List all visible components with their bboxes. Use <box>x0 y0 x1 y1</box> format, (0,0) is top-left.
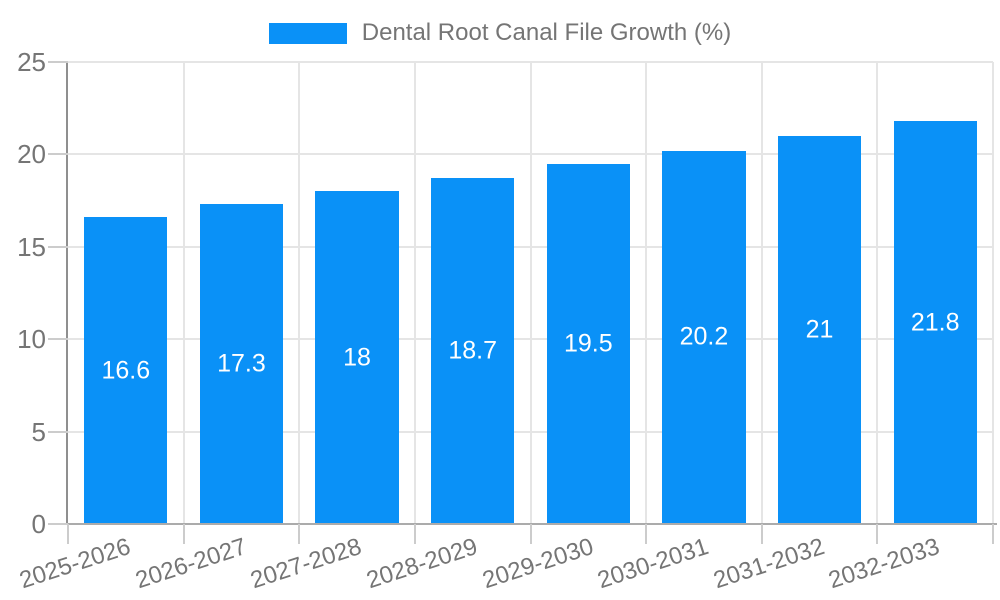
bar-value-label: 17.3 <box>217 349 266 378</box>
bar-value-label: 21.8 <box>910 308 960 337</box>
x-axis-category-label: 2030-2031 <box>594 533 712 595</box>
bar[interactable]: 16.6 <box>84 217 168 524</box>
x-axis-tick <box>876 524 879 544</box>
bar[interactable]: 18 <box>315 191 399 524</box>
x-axis-tick <box>298 524 301 544</box>
x-axis-tick <box>529 524 532 544</box>
y-axis-tick-label: 10 <box>17 324 46 355</box>
x-axis-category-label: 2027-2028 <box>247 533 366 595</box>
vertical-gridline <box>992 62 994 524</box>
x-axis-category-label: 2028-2029 <box>363 533 481 595</box>
x-axis-category-label: 2032-2033 <box>825 533 944 595</box>
y-axis-tick-label: 20 <box>17 139 46 170</box>
x-axis-category-label: 2026-2027 <box>131 533 250 595</box>
bar[interactable]: 21.8 <box>893 121 977 524</box>
y-axis-tick <box>48 61 68 63</box>
bar-value-label: 16.6 <box>101 356 151 385</box>
y-axis-tick-label: 0 <box>31 509 46 539</box>
x-axis-category-label: 2025-2026 <box>16 533 134 595</box>
vertical-gridline <box>876 62 879 524</box>
bar-value-label: 18.7 <box>448 336 498 365</box>
x-axis-tick <box>645 524 648 544</box>
x-axis-tick <box>67 524 69 544</box>
x-axis-category-label: 2029-2030 <box>478 533 597 595</box>
legend-item[interactable]: Dental Root Canal File Growth (%) <box>268 19 732 47</box>
y-axis-tick <box>48 430 68 433</box>
bar[interactable]: 20.2 <box>662 150 746 524</box>
vertical-gridline <box>760 62 763 524</box>
x-axis-tick <box>413 524 416 544</box>
y-axis-tick-label: 25 <box>17 47 46 77</box>
x-axis-category-label: 2031-2032 <box>710 533 828 595</box>
y-axis-tick-label: 15 <box>17 231 46 262</box>
plot-area: 16.6 17.3 18 18.7 19.5 20.2 21 21.8 <box>68 61 994 524</box>
bar[interactable]: 18.7 <box>431 178 515 524</box>
bar[interactable]: 17.3 <box>199 204 284 524</box>
bar-value-label: 19.5 <box>563 329 613 358</box>
x-axis-tick <box>992 524 994 544</box>
legend: Dental Root Canal File Growth (%) <box>0 19 1000 47</box>
vertical-gridline <box>645 62 648 524</box>
y-axis-tick-label: 5 <box>31 416 46 447</box>
bar[interactable]: 19.5 <box>546 163 630 524</box>
y-axis-tick <box>48 523 68 525</box>
vertical-gridline <box>529 62 532 524</box>
vertical-gridline <box>298 62 301 524</box>
legend-label: Dental Root Canal File Growth (%) <box>361 19 732 46</box>
y-axis-line <box>66 62 68 524</box>
y-axis-tick <box>48 338 68 341</box>
y-axis-tick <box>48 153 68 156</box>
x-axis-tick <box>182 524 185 544</box>
x-axis-line <box>66 523 997 525</box>
bar-value-label: 20.2 <box>679 322 729 351</box>
vertical-gridline <box>182 62 185 524</box>
y-axis-tick <box>48 245 68 248</box>
vertical-gridline <box>413 62 416 524</box>
x-axis-tick <box>760 524 763 544</box>
legend-swatch-icon <box>268 22 347 44</box>
bar-value-label: 21 <box>805 315 834 344</box>
bar[interactable]: 21 <box>777 135 862 524</box>
bar-value-label: 18 <box>343 343 371 372</box>
